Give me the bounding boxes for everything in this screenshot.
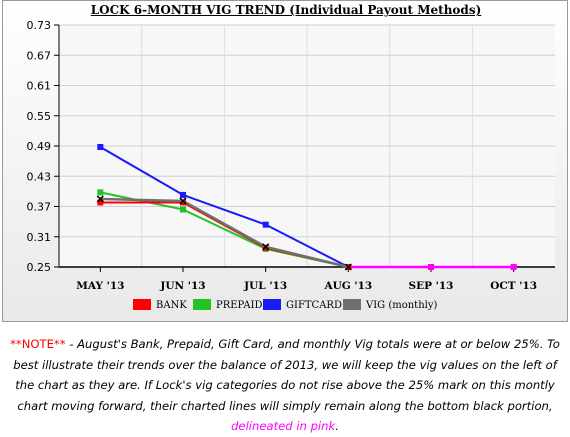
legend-bank-swatch	[133, 299, 151, 310]
floor-point	[510, 264, 517, 270]
note-highlight: delineated in pink	[231, 419, 336, 433]
series-vig-monthly-point	[344, 263, 352, 271]
x-tick-label: JUN '13	[159, 280, 205, 292]
series-giftcard-line	[99, 146, 349, 268]
y-tick-label: 0.61	[27, 80, 52, 93]
series-giftcard-point	[262, 221, 269, 228]
legend-vig-monthly-swatch	[343, 299, 361, 310]
x-tick-label: JUL '13	[243, 280, 287, 292]
series-prepaid-point	[97, 189, 104, 196]
note-suffix: .	[335, 419, 339, 433]
chart-note: **NOTE** - August's Bank, Prepaid, Gift …	[8, 334, 562, 437]
y-tick-label: 0.55	[27, 110, 52, 123]
x-tick-label: MAY '13	[76, 280, 124, 292]
y-tick-label: 0.49	[27, 140, 52, 153]
legend-vig-monthly-label: VIG (monthly)	[365, 300, 437, 311]
y-tick-label: 0.73	[27, 19, 52, 32]
chart-frame: LOCK 6-MONTH VIG TREND (Individual Payou…	[2, 0, 568, 322]
x-tick-label: OCT '13	[490, 280, 537, 292]
y-tick-label: 0.67	[27, 49, 52, 62]
series-giftcard-point	[97, 144, 104, 151]
x-tick-label: AUG '13	[323, 280, 372, 292]
chart-title: LOCK 6-MONTH VIG TREND (Individual Payou…	[90, 3, 482, 17]
floor-point	[428, 264, 434, 270]
series-prepaid-point	[180, 206, 186, 213]
legend-prepaid-label: PREPAID	[216, 300, 263, 311]
series-vig-monthly-point	[262, 243, 270, 251]
series-giftcard-point	[180, 191, 186, 198]
series-vig-monthly-point	[179, 197, 187, 205]
y-tick-label: 0.43	[27, 170, 52, 183]
note-body: - August's Bank, Prepaid, Gift Card, and…	[13, 337, 560, 413]
series-bank-point	[180, 199, 186, 206]
legend-giftcard-swatch	[263, 299, 281, 310]
series-vig-monthly-line	[100, 197, 349, 269]
x-tick-label: SEP '13	[409, 280, 454, 292]
y-tick-label: 0.37	[27, 201, 52, 214]
vig-trend-chart: 0.73 0.67 0.61 0.55 0.49 0.43 0.37 0.31 0.25 MAY …	[27, 19, 555, 311]
y-tick-label: 0.31	[27, 231, 52, 244]
y-tick-label: 0.25	[27, 261, 52, 274]
series-vig-monthly-point	[96, 195, 104, 203]
legend-prepaid-swatch	[193, 299, 211, 310]
legend-bank-label: BANK	[156, 300, 187, 311]
legend-giftcard-label: GIFTCARD	[286, 300, 342, 311]
series-bank-point	[97, 199, 104, 206]
note-prefix: **NOTE**	[10, 337, 66, 351]
